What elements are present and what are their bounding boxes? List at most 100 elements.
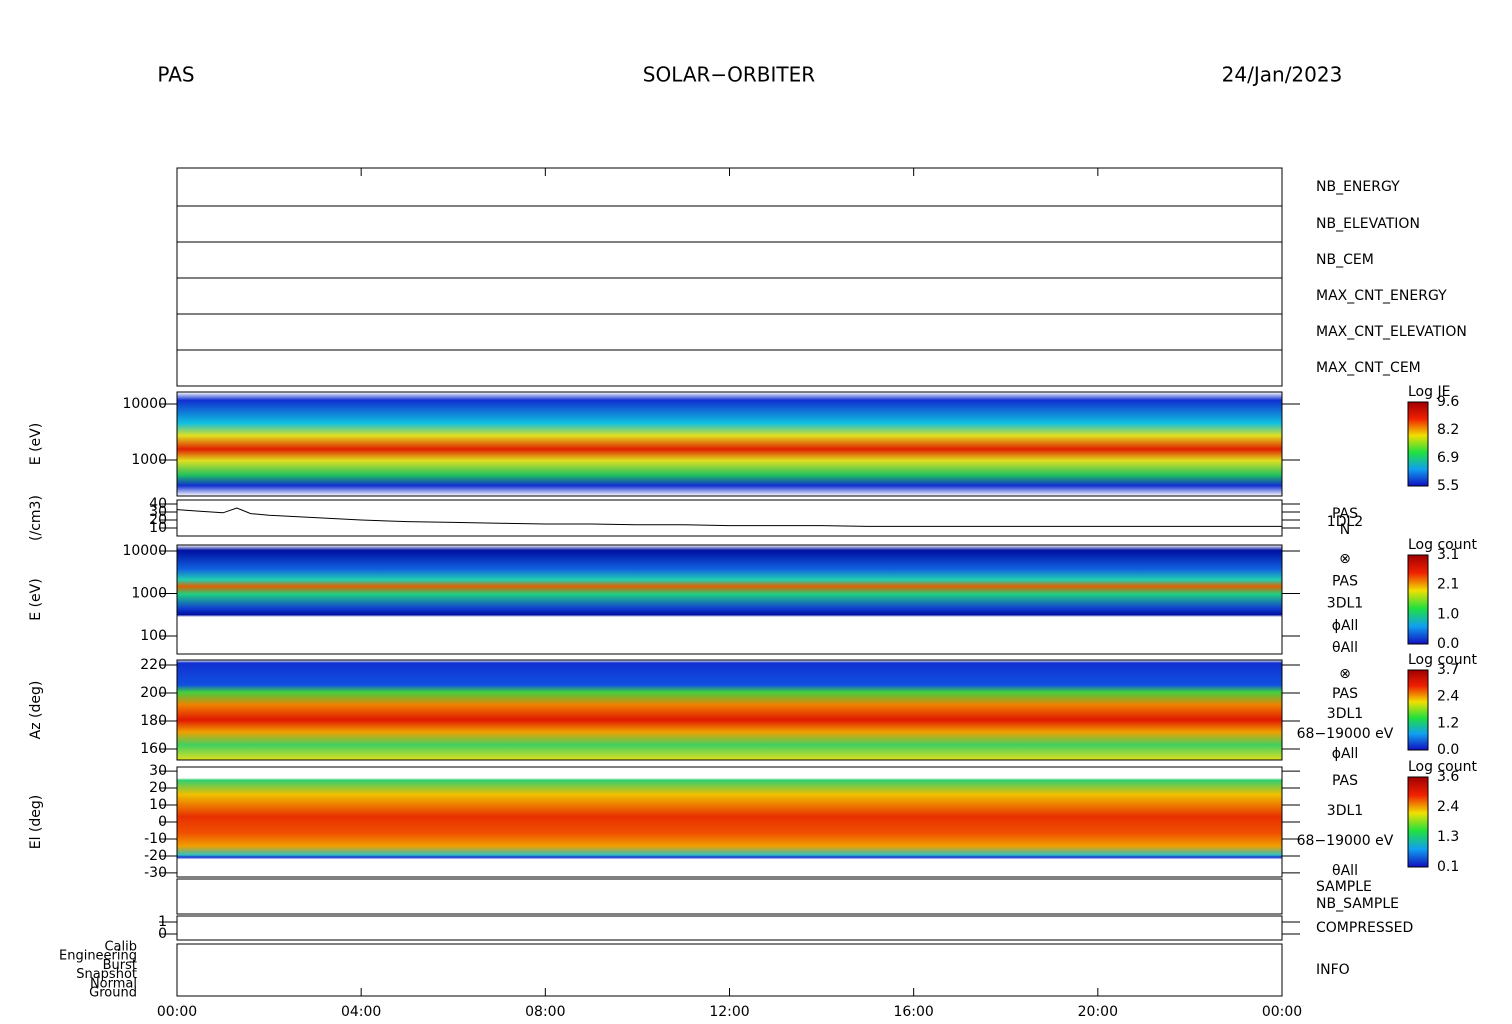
y-category-label: Calib xyxy=(104,940,137,955)
x-tick-label: 16:00 xyxy=(893,1004,933,1020)
y-axis-label: (/cm3) xyxy=(28,495,44,541)
colorbar-tick-label: 0.0 xyxy=(1437,636,1459,652)
colorbar-tick-label: 3.7 xyxy=(1437,662,1459,678)
spectrogram xyxy=(177,545,1282,654)
x-tick-label: 08:00 xyxy=(525,1004,565,1020)
spectrogram xyxy=(177,392,1282,496)
colorbar-tick-label: 1.0 xyxy=(1437,606,1459,622)
panel-label: 3DL1 xyxy=(1327,706,1363,722)
colorbar-title: Log JE xyxy=(1408,384,1450,400)
y-tick-label: 10000 xyxy=(122,396,167,412)
y-tick-label: 10 xyxy=(149,797,167,813)
x-tick-label: 00:00 xyxy=(157,1004,197,1020)
y-tick-label: 1000 xyxy=(131,585,167,601)
y-tick-label: -10 xyxy=(144,831,167,847)
panel-frame xyxy=(176,349,1283,387)
y-tick-label: 40 xyxy=(149,496,167,512)
panel-label: PAS xyxy=(1332,506,1358,522)
panel-label: PAS xyxy=(1332,686,1358,702)
panel-label: SAMPLE xyxy=(1316,879,1372,895)
colorbar-tick-label: 3.6 xyxy=(1437,769,1459,785)
spectrogram xyxy=(177,660,1282,760)
x-tick-label: 20:00 xyxy=(1078,1004,1118,1020)
y-tick-label: 10 xyxy=(149,520,167,536)
y-tick-label: 180 xyxy=(140,713,167,729)
y-category-label: Ground xyxy=(89,986,137,1001)
y-tick-label: 10000 xyxy=(122,543,167,559)
colorbar-tick-label: 8.2 xyxy=(1437,422,1459,438)
panel-label: MAX_CNT_ELEVATION xyxy=(1316,324,1467,340)
panel-frame xyxy=(176,878,1283,915)
colorbar-title: Log count xyxy=(1408,537,1477,553)
panel-label: PAS xyxy=(1332,773,1358,789)
colorbar-tick-label: 2.1 xyxy=(1437,577,1459,593)
colorbar-tick-label: 0.0 xyxy=(1437,742,1459,758)
panel-label: PAS xyxy=(1332,573,1358,589)
panel-frame xyxy=(176,499,1283,537)
panel-frame xyxy=(176,205,1283,243)
y-tick-label: -20 xyxy=(144,848,167,864)
y-tick-label: 220 xyxy=(140,657,167,673)
y-category-label: Snapshot xyxy=(76,967,137,982)
panel-label: COMPRESSED xyxy=(1316,920,1413,936)
mission: SOLAR−ORBITER xyxy=(643,63,815,87)
panel-label: 1DL2 xyxy=(1327,514,1363,530)
y-axis-label: El (deg) xyxy=(28,795,44,850)
panel-label: 3DL1 xyxy=(1327,803,1363,819)
panel-label: INFO xyxy=(1316,962,1350,978)
colorbar-tick-label: 5.5 xyxy=(1437,478,1459,494)
panel-frame xyxy=(176,544,1283,655)
panel-label: ⊗ xyxy=(1339,551,1351,567)
spectrogram xyxy=(177,767,1282,877)
instrument: PAS xyxy=(157,63,194,87)
y-category-label: Normal xyxy=(90,976,137,991)
panel-frame xyxy=(176,915,1283,941)
colorbar xyxy=(1407,554,1429,645)
panel-frame xyxy=(176,277,1283,315)
y-tick-label: 20 xyxy=(149,780,167,796)
y-axis-label: E (eV) xyxy=(28,423,44,465)
y-tick-label: -30 xyxy=(144,865,167,881)
colorbar xyxy=(1407,669,1429,751)
panel-label: ⊗ xyxy=(1339,666,1351,682)
colorbar-tick-label: 3.1 xyxy=(1437,547,1459,563)
x-tick-label: 12:00 xyxy=(709,1004,749,1020)
x-tick-label: 00:00 xyxy=(1262,1004,1302,1020)
y-tick-label: 30 xyxy=(149,763,167,779)
panel-frame xyxy=(176,391,1283,497)
y-tick-label: 30 xyxy=(149,504,167,520)
panel-label: N xyxy=(1340,522,1350,538)
y-tick-label: 100 xyxy=(140,628,167,644)
density-line xyxy=(176,507,1282,527)
panel-label: 68−19000 eV xyxy=(1297,726,1394,742)
colorbar xyxy=(1407,401,1429,487)
y-category-label: Engineering xyxy=(59,949,137,964)
y-tick-label: 160 xyxy=(140,741,167,757)
colorbar xyxy=(1407,776,1429,868)
colorbar-tick-label: 1.2 xyxy=(1437,715,1459,731)
panel-frame xyxy=(176,241,1283,279)
y-axis-label: E (eV) xyxy=(28,578,44,620)
colorbar-title: Log count xyxy=(1408,759,1477,775)
colorbar-tick-label: 9.6 xyxy=(1437,394,1459,410)
panel-label: MAX_CNT_CEM xyxy=(1316,360,1421,376)
colorbar-tick-label: 2.4 xyxy=(1437,799,1459,815)
y-tick-label: 200 xyxy=(140,685,167,701)
x-tick-label: 04:00 xyxy=(341,1004,381,1020)
y-tick-label: 1000 xyxy=(131,452,167,468)
colorbar-tick-label: 2.4 xyxy=(1437,689,1459,705)
y-tick-label: 20 xyxy=(149,512,167,528)
panel-label: ϕAll xyxy=(1332,746,1359,762)
panel-label: NB_CEM xyxy=(1316,252,1374,268)
y-axis-label: Az (deg) xyxy=(28,681,44,740)
panel-label: NB_ELEVATION xyxy=(1316,216,1420,232)
panel-frame xyxy=(176,313,1283,351)
panel-label: ϕAll xyxy=(1332,618,1359,634)
panel-label: 3DL1 xyxy=(1327,596,1363,612)
panel-label: 68−19000 eV xyxy=(1297,833,1394,849)
panel-label: NB_SAMPLE xyxy=(1316,896,1399,912)
panel-label: θAll xyxy=(1332,863,1358,879)
panel-label: MAX_CNT_ENERGY xyxy=(1316,288,1447,304)
panel-label: θAll xyxy=(1332,640,1358,656)
